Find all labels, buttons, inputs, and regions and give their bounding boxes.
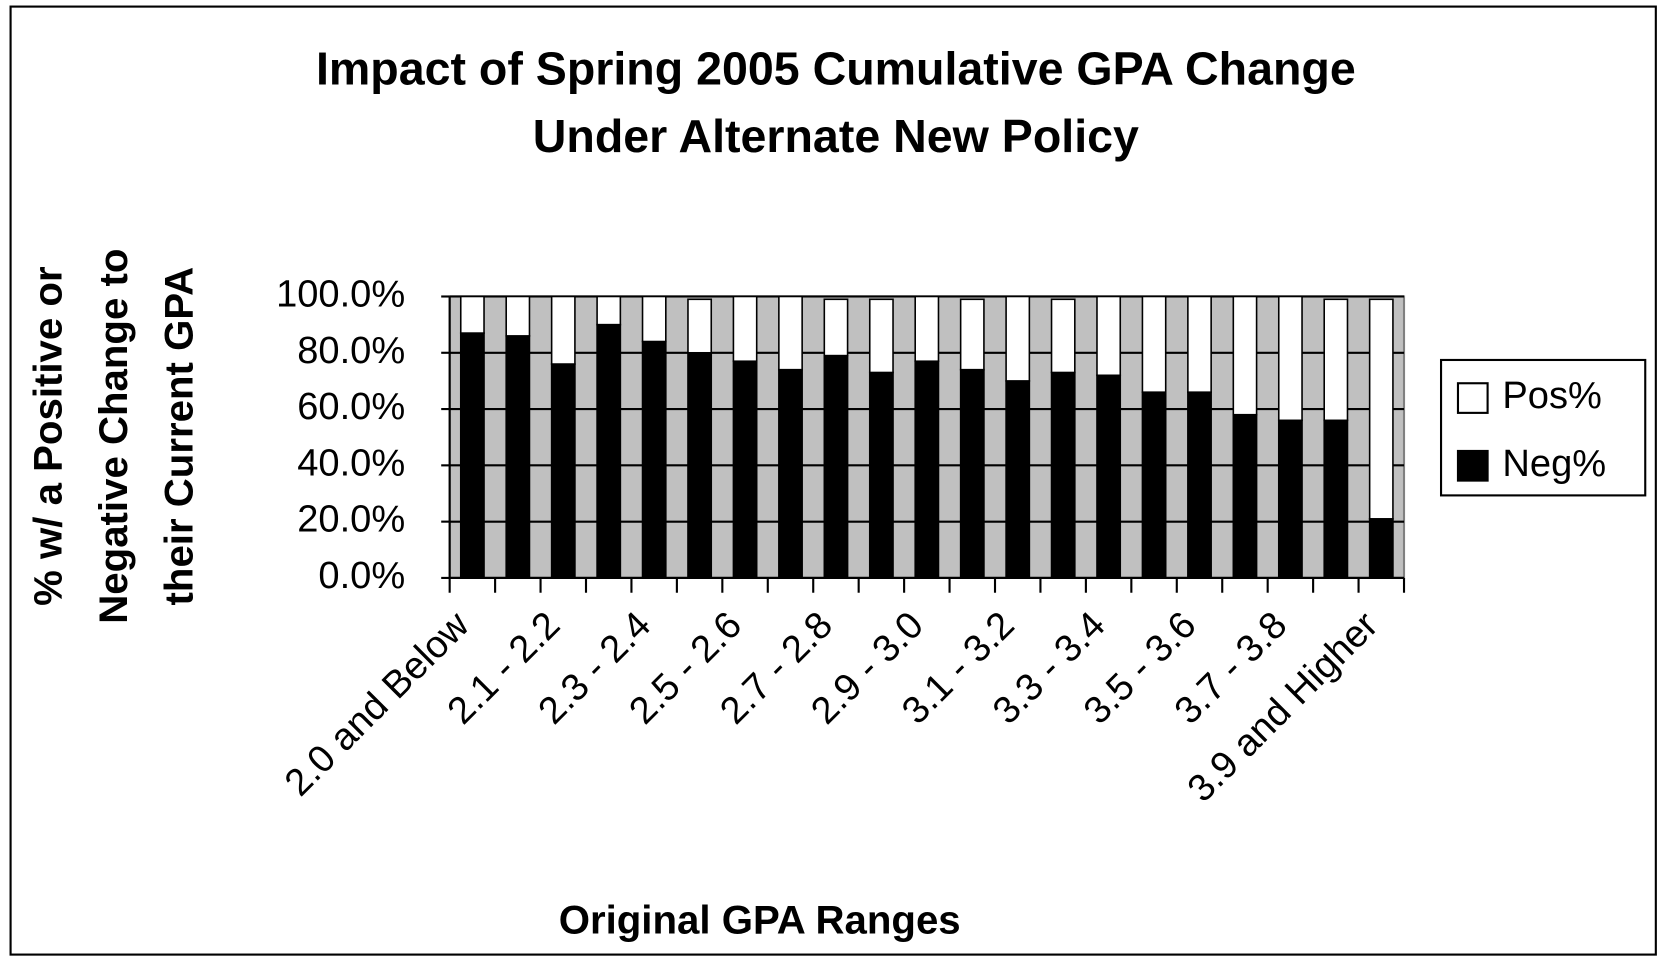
bar-segment (1187, 295, 1212, 393)
y-axis-title: % w/ a Positive or Negative Change to th… (25, 249, 201, 624)
y-tick-label: 0.0% (318, 555, 405, 597)
bar-segment (1005, 295, 1031, 382)
legend: Pos% Neg% (1439, 358, 1647, 497)
bar-segment (959, 368, 985, 579)
bar-segment (823, 354, 849, 579)
y-tick-label: 20.0% (297, 499, 405, 541)
y-axis-title-line: their Current GPA (157, 267, 202, 606)
bar-segment (1050, 371, 1076, 579)
bar-segment (1368, 298, 1394, 520)
legend-swatch (1456, 449, 1489, 482)
chart-title: Impact of Spring 2005 Cumulative GPA Cha… (316, 42, 1356, 94)
bar-segment (1187, 391, 1212, 579)
y-tick-label: 40.0% (297, 442, 405, 484)
bar-segment (914, 295, 940, 363)
bar-segment (550, 363, 576, 579)
y-tick-label: 60.0% (297, 386, 405, 428)
bar-segment (596, 295, 622, 326)
bar-segment (732, 360, 758, 579)
bar-segment (550, 295, 576, 365)
bar-segment (778, 295, 803, 371)
bar-segment (1232, 295, 1258, 416)
chart-title: Under Alternate New Policy (533, 110, 1139, 162)
bar-segment (687, 298, 713, 354)
bar-segment (687, 351, 713, 579)
y-axis-title-line: Negative Change to (91, 249, 136, 624)
bar-segment (1050, 298, 1076, 374)
bar-segment (1096, 295, 1122, 377)
legend-label: Neg% (1502, 443, 1606, 485)
bar-segment (914, 360, 940, 579)
bar-segment (868, 371, 894, 579)
bar-segment (778, 368, 803, 579)
bar-segment (959, 298, 985, 371)
bar-segment (1141, 391, 1167, 579)
bar-segment (505, 335, 531, 579)
bar-segment (1368, 518, 1394, 579)
bar-segment (1096, 374, 1122, 579)
bar-segment (1277, 295, 1303, 422)
y-tick-label: 100.0% (276, 274, 405, 316)
bar-segment (641, 340, 667, 579)
bar-segment (505, 295, 531, 337)
legend-swatch (1456, 382, 1489, 414)
bar-segment (459, 332, 485, 579)
bar-segment (641, 295, 667, 343)
bar-segment (1141, 295, 1167, 393)
x-axis-title: Original GPA Ranges (559, 897, 961, 942)
legend-label: Pos% (1502, 375, 1601, 417)
bar-segment (868, 298, 894, 374)
bar-segment (596, 323, 622, 579)
bar-segment (1323, 298, 1349, 422)
bar-segment (1005, 380, 1031, 579)
bar-segment (823, 298, 849, 357)
bar-segment (732, 295, 758, 363)
bar-segment (1277, 419, 1303, 579)
y-tick-label: 80.0% (297, 330, 405, 372)
bar-segment (1232, 413, 1258, 579)
y-axis-title-line: % w/ a Positive or (25, 266, 70, 606)
bar-segment (459, 295, 485, 334)
bar-segment (1323, 419, 1349, 579)
